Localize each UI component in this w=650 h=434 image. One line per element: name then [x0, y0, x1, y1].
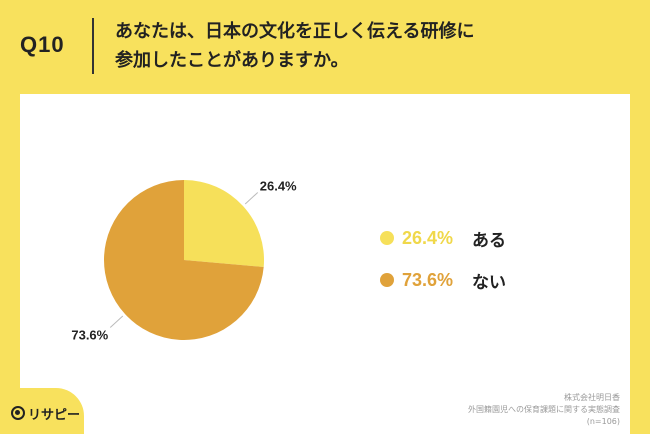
header-divider — [92, 18, 94, 74]
question-number: Q10 — [20, 32, 65, 57]
legend-value-nai: 73.6% — [402, 269, 454, 290]
source-note: 株式会社明日香 外国籍園児への保育課題に関する実態調査 (n=106) — [360, 392, 620, 428]
question-title-line-2: 参加したことがありますか。 — [115, 50, 349, 71]
leader-line-0 — [244, 192, 259, 205]
source-sample-size: (n=106) — [586, 417, 620, 426]
question-title: あなたは、日本の文化を正しく伝える研修に 参加したことがありますか。 — [115, 17, 625, 75]
data-label-0: 26.4% — [260, 178, 297, 193]
legend-item-nai: 73.6% ない — [380, 268, 580, 293]
risapi-logo-icon — [11, 406, 25, 420]
slice-aru — [184, 180, 264, 268]
legend-label-aru: ある — [472, 230, 506, 251]
source-survey: 外国籍園児への保育課題に関する実態調査 — [468, 405, 620, 414]
legend-swatch-nai — [380, 273, 394, 287]
legend: 26.4% ある 73.6% ない — [380, 226, 580, 310]
legend-value-aru: 26.4% — [402, 227, 454, 248]
header: Q10 あなたは、日本の文化を正しく伝える研修に 参加したことがありますか。 — [0, 0, 650, 92]
legend-item-aru: 26.4% ある — [380, 226, 580, 251]
question-title-line-1: あなたは、日本の文化を正しく伝える研修に — [115, 21, 475, 42]
slice-nai — [104, 180, 264, 340]
source-company: 株式会社明日香 — [564, 393, 620, 402]
brand-logo: リサピー — [0, 388, 84, 434]
chart-panel: 26.4% 73.6% 26.4% ある 73.6% ない 株式会社明日香 外国籍… — [20, 94, 630, 434]
data-label-1: 73.6% — [71, 328, 108, 343]
leader-line-1 — [109, 315, 124, 328]
pie-chart: 26.4% 73.6% — [71, 178, 297, 343]
logo-text: リサピー — [28, 408, 81, 423]
legend-swatch-aru — [380, 231, 394, 245]
legend-label-nai: ない — [472, 272, 506, 293]
